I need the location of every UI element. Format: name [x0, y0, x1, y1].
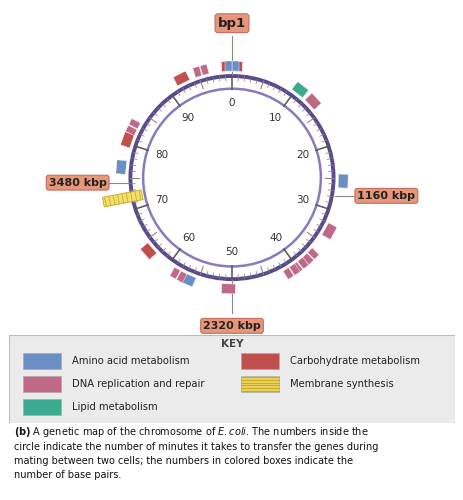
Polygon shape [321, 223, 336, 240]
Polygon shape [221, 62, 235, 72]
Text: 0: 0 [228, 98, 235, 108]
Polygon shape [289, 264, 300, 276]
Polygon shape [307, 248, 319, 260]
Polygon shape [304, 93, 321, 110]
Polygon shape [140, 242, 156, 260]
FancyBboxPatch shape [23, 354, 60, 369]
Text: Membrane synthesis: Membrane synthesis [289, 379, 393, 389]
Text: 50: 50 [225, 246, 238, 256]
Polygon shape [225, 62, 231, 71]
Text: Amino acid metabolism: Amino acid metabolism [71, 356, 189, 366]
Polygon shape [297, 257, 308, 269]
Text: 30: 30 [295, 196, 308, 205]
Polygon shape [228, 62, 242, 72]
Text: 1160 kbp: 1160 kbp [357, 191, 414, 201]
Text: 2320 kbp: 2320 kbp [203, 321, 260, 331]
FancyBboxPatch shape [23, 399, 60, 414]
Polygon shape [176, 271, 187, 282]
Text: bp1: bp1 [218, 16, 245, 30]
Polygon shape [192, 66, 201, 78]
Text: 60: 60 [181, 232, 194, 242]
Polygon shape [221, 284, 235, 294]
Text: 3480 kbp: 3480 kbp [49, 178, 106, 188]
Text: 10: 10 [269, 112, 282, 122]
Text: 40: 40 [269, 232, 282, 242]
Polygon shape [232, 62, 238, 71]
Text: Lipid metabolism: Lipid metabolism [71, 402, 157, 412]
Text: 70: 70 [155, 196, 168, 205]
Text: 80: 80 [155, 150, 168, 160]
Polygon shape [125, 126, 137, 136]
Polygon shape [120, 132, 134, 148]
Polygon shape [116, 160, 126, 174]
Text: 90: 90 [181, 112, 194, 122]
Polygon shape [169, 268, 180, 279]
Polygon shape [102, 190, 143, 207]
Text: DNA replication and repair: DNA replication and repair [71, 379, 204, 389]
Text: KEY: KEY [220, 339, 243, 349]
Polygon shape [301, 253, 313, 264]
FancyBboxPatch shape [240, 354, 278, 369]
Polygon shape [291, 82, 308, 98]
Polygon shape [173, 71, 189, 86]
Polygon shape [291, 262, 302, 274]
Polygon shape [179, 272, 196, 287]
Polygon shape [200, 64, 209, 76]
FancyBboxPatch shape [23, 376, 60, 392]
Polygon shape [282, 268, 293, 280]
Text: Carbohydrate metabolism: Carbohydrate metabolism [289, 356, 419, 366]
Text: 20: 20 [295, 150, 308, 160]
Polygon shape [129, 118, 140, 129]
FancyBboxPatch shape [9, 335, 454, 422]
Polygon shape [338, 174, 348, 188]
FancyBboxPatch shape [240, 376, 278, 392]
Text: $\bf{(b)}$ A genetic map of the chromosome of $\it{E. coli}$. The numbers inside: $\bf{(b)}$ A genetic map of the chromoso… [14, 425, 377, 480]
